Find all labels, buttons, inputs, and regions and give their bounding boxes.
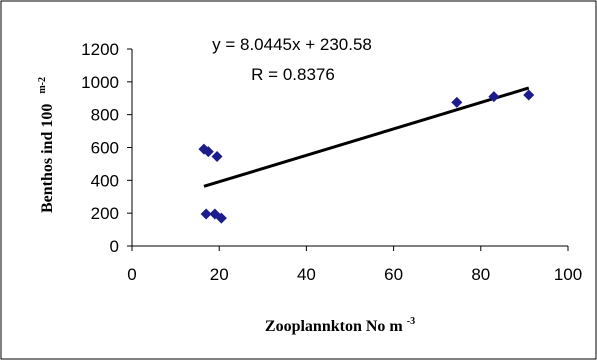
- y-axis-title: Benthos ind 100 m-2: [37, 77, 56, 213]
- x-axis-title-text: Zooplannkton No m: [265, 318, 403, 335]
- y-ticks: 0 200 400 600 800 1000 1200: [81, 40, 132, 256]
- r-value: R = 0.8376: [251, 65, 335, 84]
- y-axis-title-text: Benthos ind 100: [39, 104, 56, 213]
- x-ticks: 0 20 40 60 80 100: [127, 246, 582, 284]
- data-point: [215, 212, 227, 224]
- x-tick-label: 100: [554, 265, 582, 284]
- data-points: [198, 89, 535, 224]
- data-point: [488, 91, 500, 103]
- x-tick-label: 80: [471, 265, 490, 284]
- trend-equation: y = 8.0445x + 230.58: [212, 35, 372, 54]
- x-tick-label: 60: [384, 265, 403, 284]
- trendline: [203, 86, 530, 188]
- x-tick-label: 20: [210, 265, 229, 284]
- x-tick-label: 40: [297, 265, 316, 284]
- y-axis-title-exponent: m-2: [37, 77, 48, 94]
- data-point: [211, 151, 223, 163]
- data-point: [202, 146, 214, 158]
- y-tick-label: 0: [110, 237, 119, 256]
- y-tick-label: 600: [91, 139, 119, 158]
- x-axis-title: Zooplannkton No m -3: [265, 316, 415, 335]
- data-point: [451, 96, 463, 108]
- x-axis-title-exponent: -3: [407, 316, 415, 327]
- y-tick-label: 1200: [81, 40, 119, 59]
- x-tick-label: 0: [127, 265, 136, 284]
- data-point: [200, 208, 212, 220]
- y-tick-label: 800: [91, 106, 119, 125]
- y-tick-label: 1000: [81, 73, 119, 92]
- y-tick-label: 400: [91, 171, 119, 190]
- y-tick-label: 200: [91, 204, 119, 223]
- data-point: [523, 89, 535, 101]
